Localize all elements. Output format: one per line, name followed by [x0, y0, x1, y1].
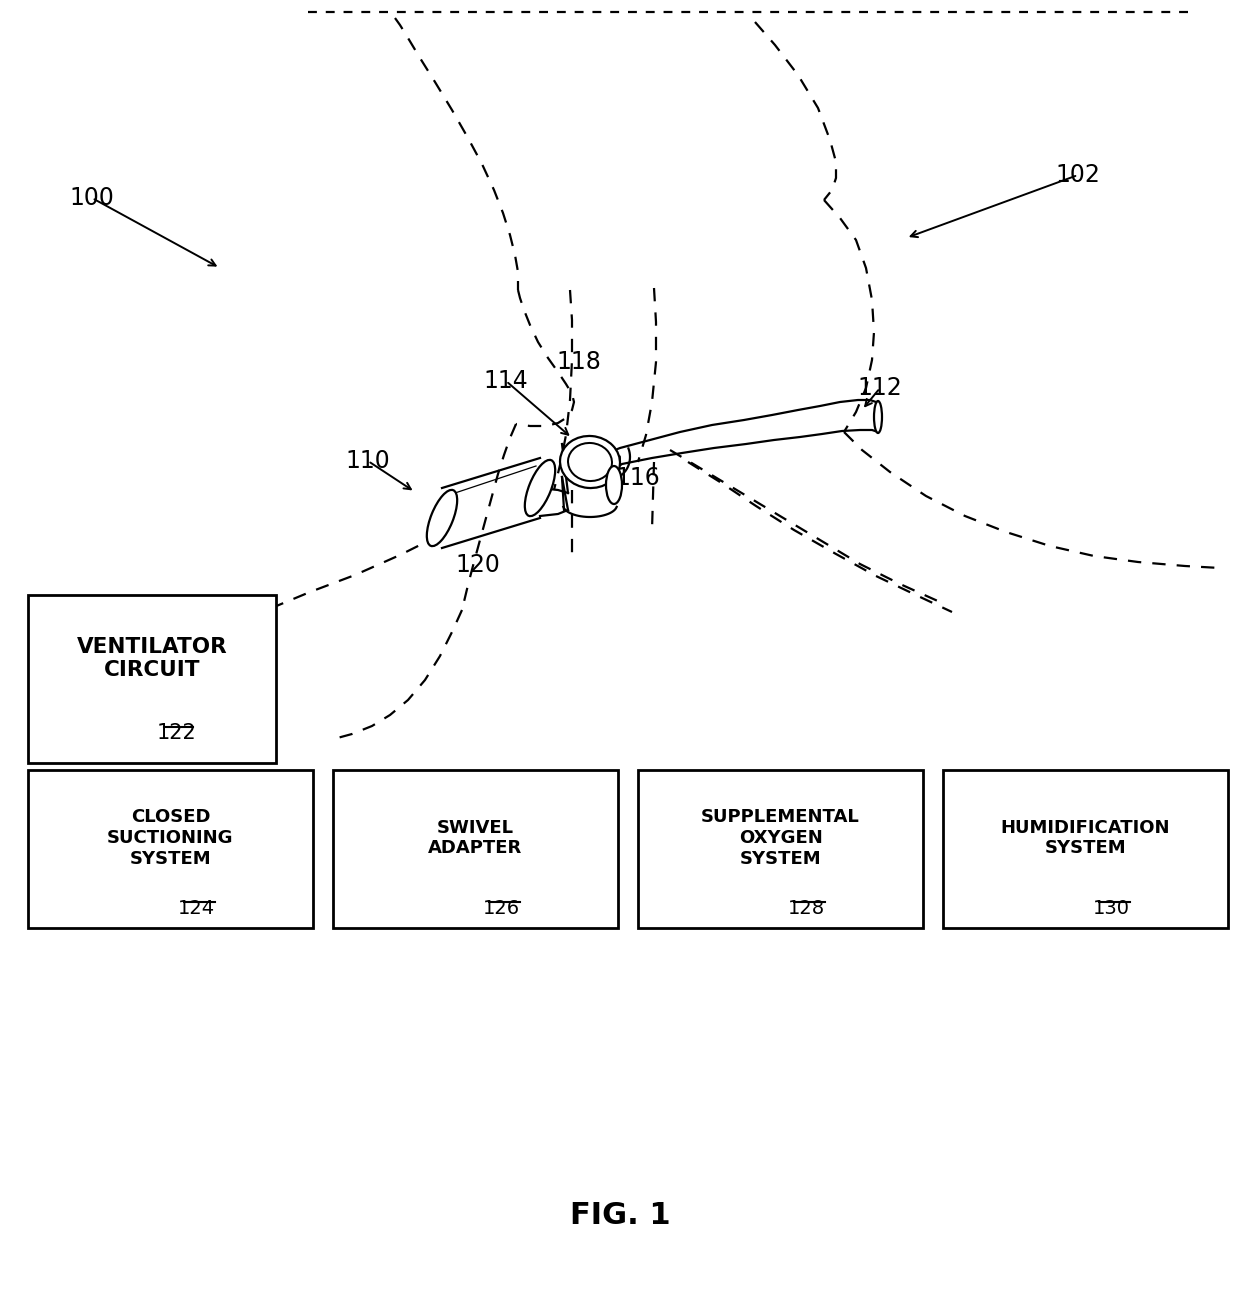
Text: 118: 118 — [557, 350, 601, 374]
Text: 124: 124 — [177, 898, 215, 918]
Text: 128: 128 — [787, 898, 825, 918]
Text: 122: 122 — [157, 723, 197, 742]
Text: SUPPLEMENTAL
OXYGEN
SYSTEM: SUPPLEMENTAL OXYGEN SYSTEM — [701, 809, 859, 868]
Bar — [942, 770, 1228, 928]
Bar — [29, 770, 312, 928]
Text: VENTILATOR
CIRCUIT: VENTILATOR CIRCUIT — [77, 637, 227, 680]
Ellipse shape — [427, 489, 458, 546]
Ellipse shape — [874, 401, 882, 434]
Ellipse shape — [525, 459, 556, 517]
Text: 102: 102 — [1055, 164, 1100, 187]
Text: HUMIDIFICATION
SYSTEM: HUMIDIFICATION SYSTEM — [1001, 819, 1171, 858]
Text: 130: 130 — [1092, 898, 1130, 918]
Text: 100: 100 — [69, 186, 114, 210]
Text: 116: 116 — [615, 466, 661, 491]
Bar — [29, 594, 277, 763]
Text: 110: 110 — [346, 449, 391, 472]
Ellipse shape — [606, 466, 622, 504]
Text: FIG. 1: FIG. 1 — [569, 1201, 671, 1229]
Text: 120: 120 — [455, 553, 501, 578]
Text: CLOSED
SUCTIONING
SYSTEM: CLOSED SUCTIONING SYSTEM — [107, 809, 234, 868]
Bar — [334, 770, 618, 928]
Text: 114: 114 — [484, 369, 528, 393]
Bar — [639, 770, 923, 928]
Ellipse shape — [560, 436, 620, 488]
Text: 112: 112 — [858, 376, 903, 400]
Text: 126: 126 — [482, 898, 520, 918]
Text: SWIVEL
ADAPTER: SWIVEL ADAPTER — [428, 819, 522, 858]
